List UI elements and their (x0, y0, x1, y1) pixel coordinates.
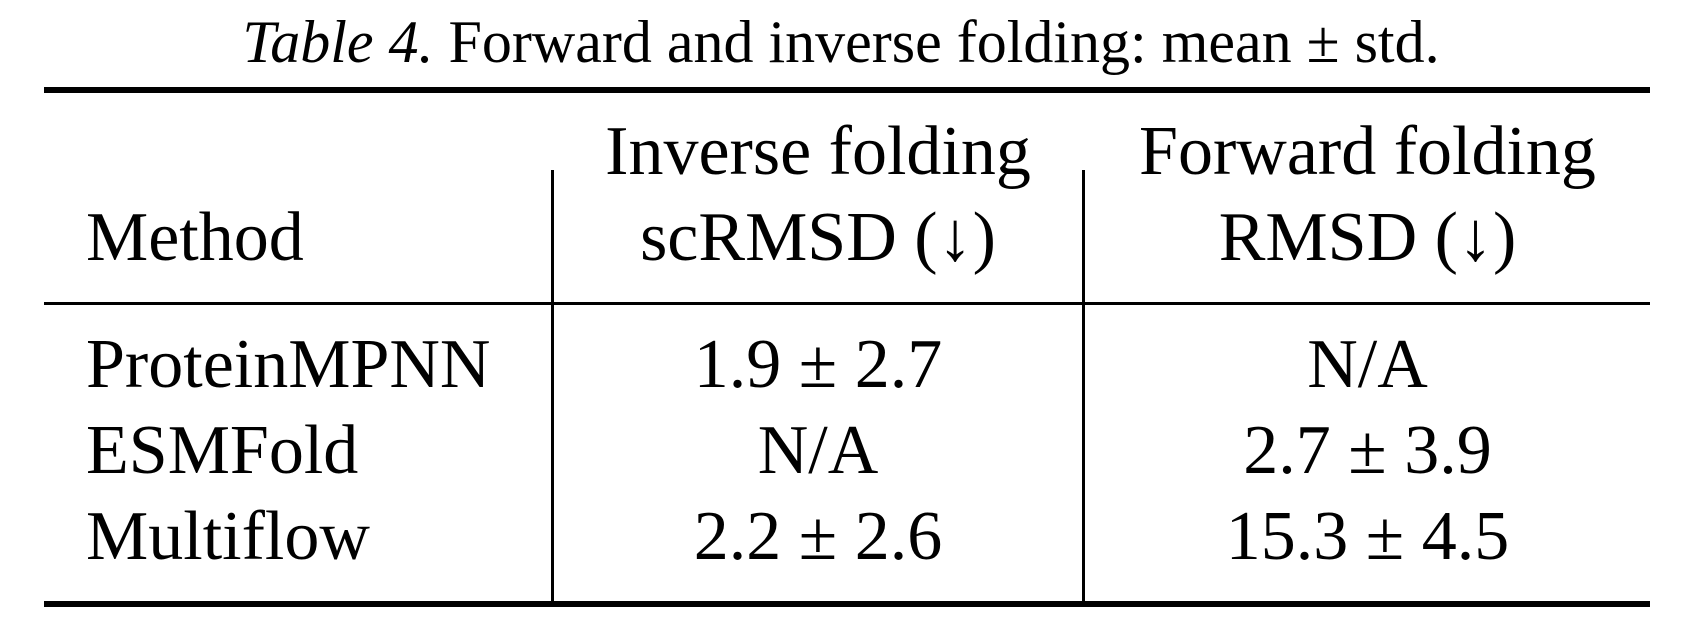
header-forward-metric: RMSD (↓) (1218, 199, 1517, 276)
header-inverse-metric: scRMSD (↓) (640, 199, 996, 276)
bottom-rule (44, 601, 1650, 607)
column-divider-1 (551, 170, 554, 601)
column-divider-2 (1082, 170, 1085, 601)
top-rule (44, 87, 1650, 93)
row-inverse-esmfold: N/A (757, 412, 879, 489)
header-forward-group: Forward folding (1139, 113, 1596, 190)
row-inverse-multiflow: 2.2 ± 2.6 (693, 498, 943, 575)
row-method-multiflow: Multiflow (86, 498, 370, 575)
row-forward-proteinmpnn: N/A (1307, 326, 1428, 403)
row-method-esmfold: ESMFold (86, 412, 359, 489)
row-forward-multiflow: 15.3 ± 4.5 (1225, 498, 1510, 575)
header-rule (44, 302, 1650, 305)
caption-label: Table 4. (242, 9, 434, 75)
table-caption: Table 4. Forward and inverse folding: me… (0, 6, 1682, 78)
row-method-proteinmpnn: ProteinMPNN (86, 326, 491, 403)
row-inverse-proteinmpnn: 1.9 ± 2.7 (693, 326, 943, 403)
row-forward-esmfold: 2.7 ± 3.9 (1243, 412, 1492, 489)
caption-text: Forward and inverse folding: mean ± std. (448, 9, 1440, 75)
header-method: Method (86, 199, 304, 276)
header-inverse-group: Inverse folding (605, 113, 1031, 190)
